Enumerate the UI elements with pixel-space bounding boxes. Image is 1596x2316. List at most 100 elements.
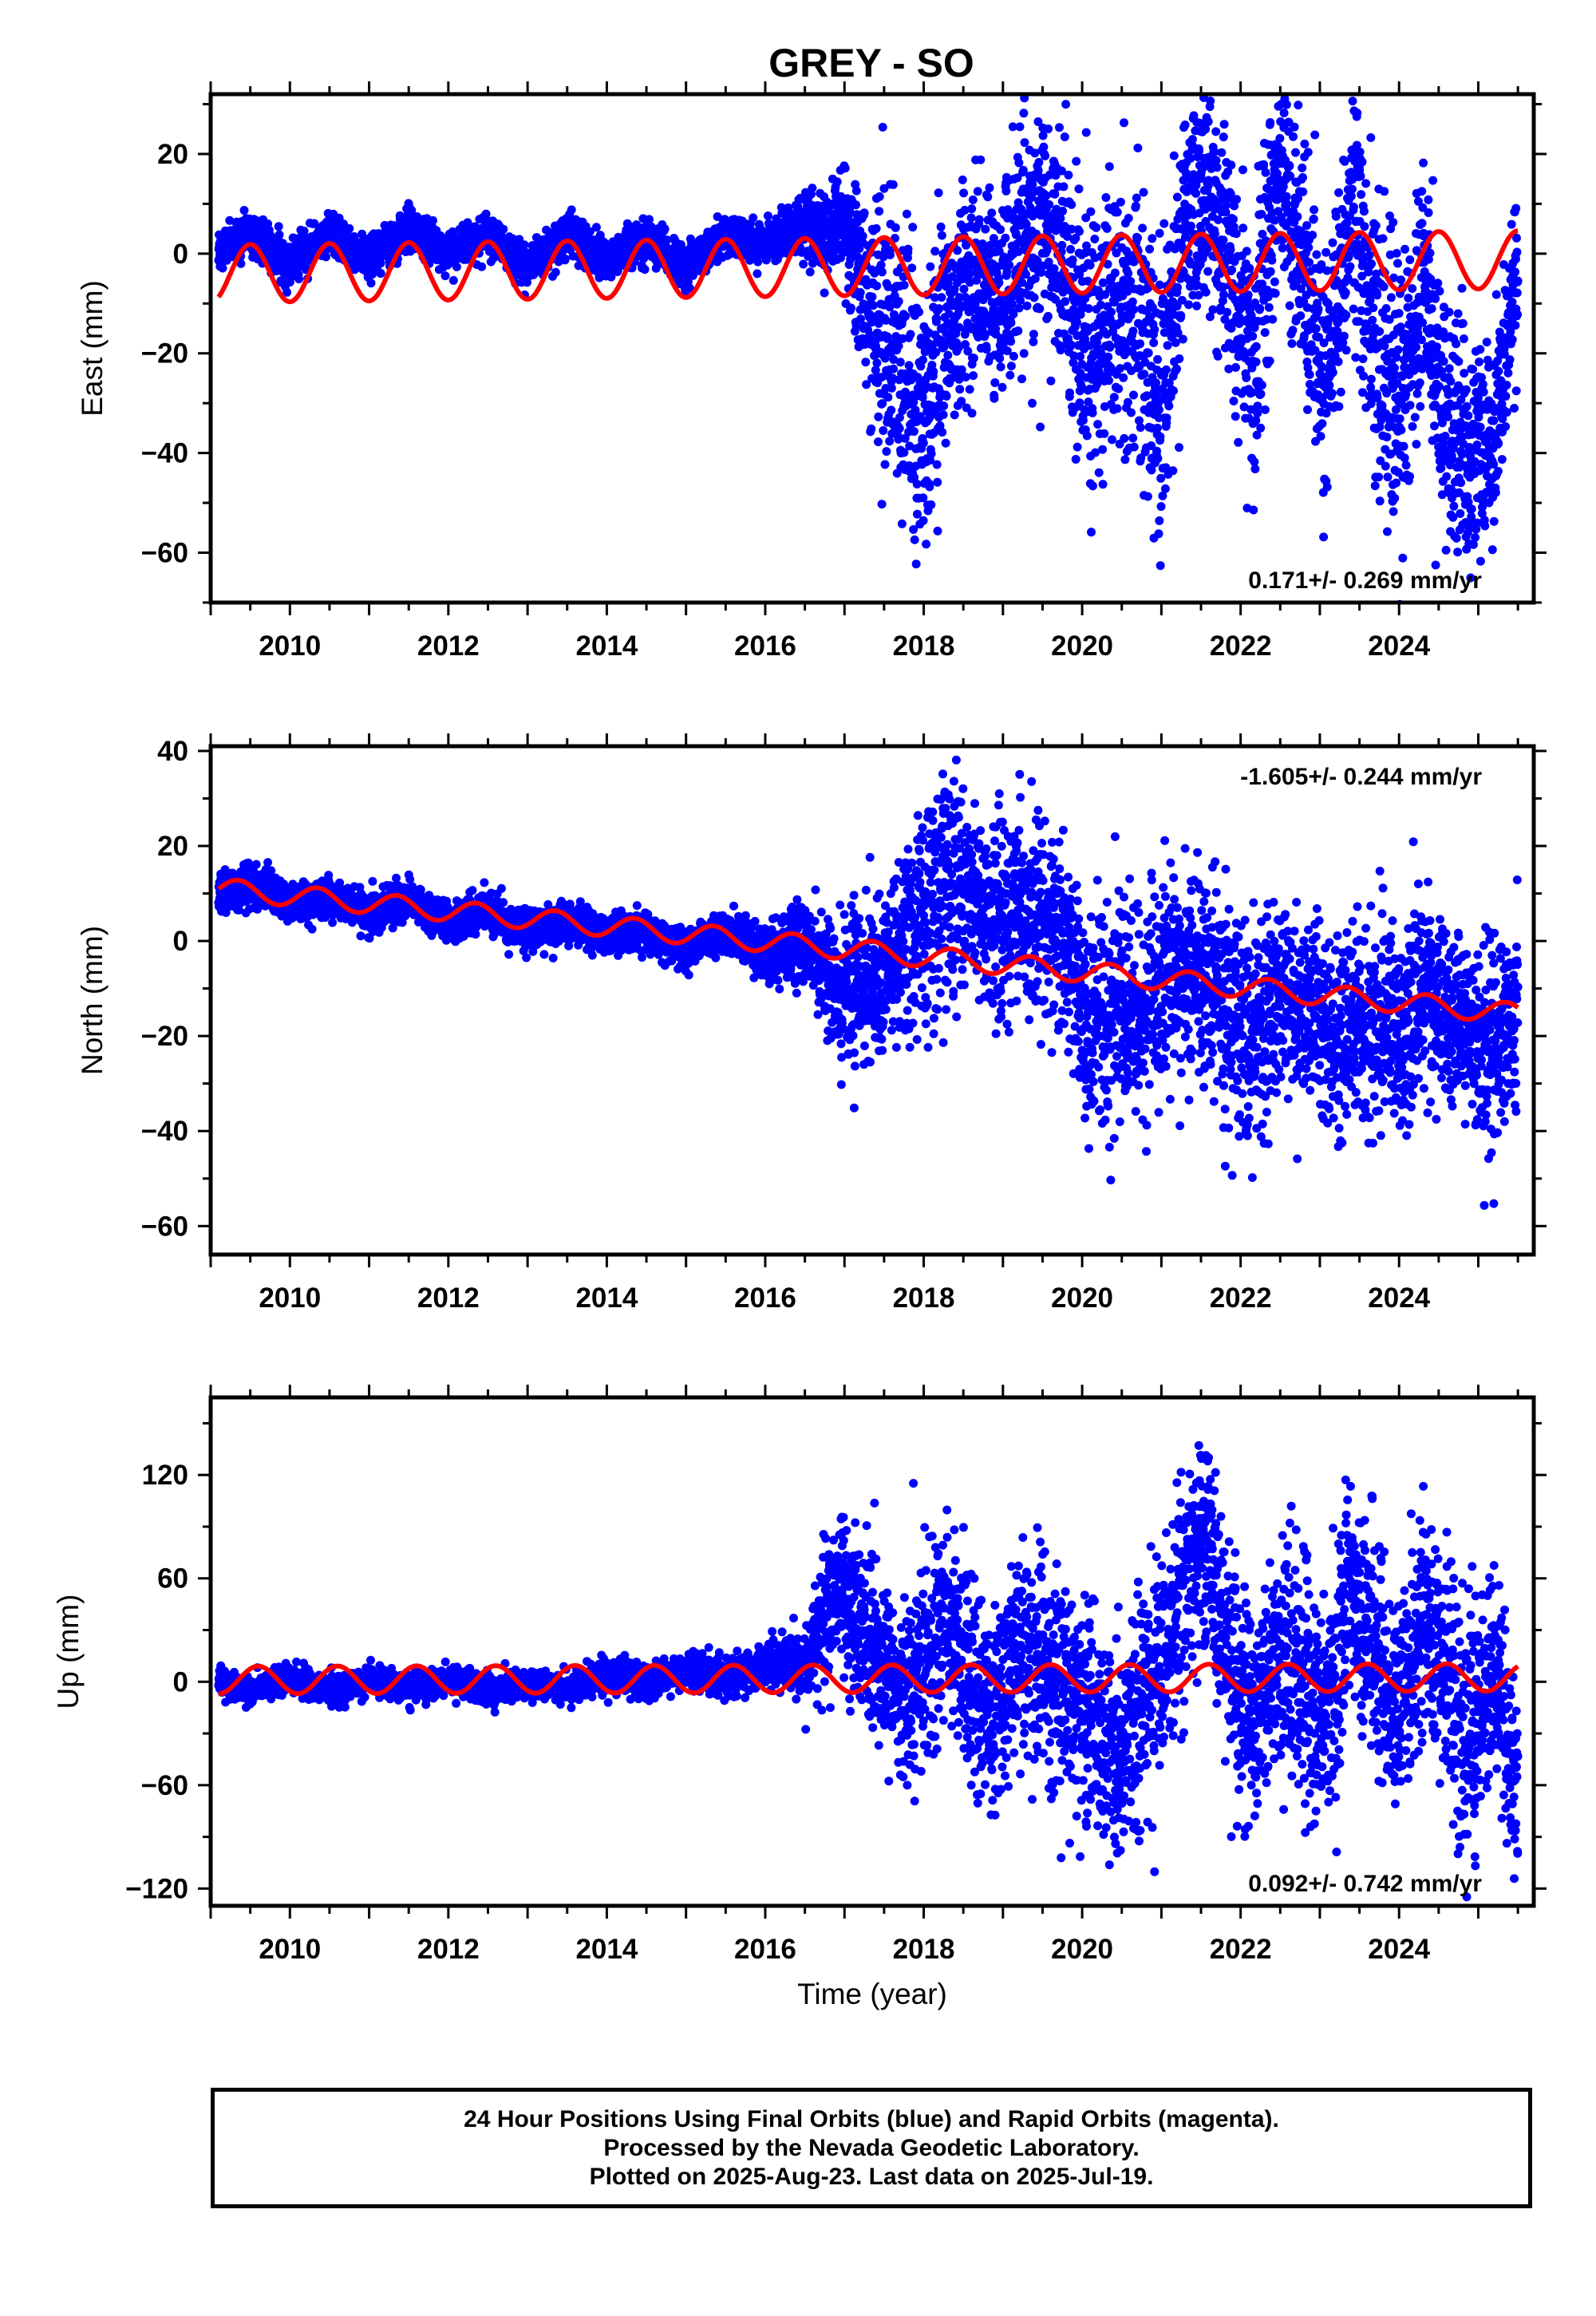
east-data-point xyxy=(969,354,978,363)
east-data-point xyxy=(1100,429,1109,438)
east-data-point xyxy=(877,500,887,509)
east-data-point xyxy=(1264,302,1274,312)
east-data-point xyxy=(1133,143,1143,152)
east-data-point xyxy=(282,287,292,297)
east-data-point xyxy=(966,213,976,223)
east-data-point xyxy=(867,292,877,302)
east-data-point xyxy=(973,187,982,196)
east-data-point xyxy=(1250,464,1260,474)
east-data-point xyxy=(911,559,921,569)
east-data-point xyxy=(1150,325,1159,334)
east-data-point xyxy=(1061,297,1070,306)
east-data-point xyxy=(998,382,1007,392)
east-data-point xyxy=(1088,481,1097,491)
east-data-point xyxy=(879,426,888,435)
east-data-point xyxy=(1041,151,1050,160)
east-data-point xyxy=(1219,120,1229,129)
east-data-point xyxy=(926,262,935,271)
east-data-point xyxy=(1153,454,1163,463)
east-data-point xyxy=(1253,401,1262,411)
east-data-point xyxy=(959,188,969,198)
east-data-point xyxy=(1238,223,1248,233)
east-data-point xyxy=(1104,162,1114,172)
east-data-point xyxy=(1176,310,1186,320)
east-data-point xyxy=(1014,303,1024,313)
east-data-point xyxy=(376,269,385,279)
east-data-point xyxy=(1187,221,1195,231)
east-data-point xyxy=(1029,330,1038,339)
east-data-point xyxy=(883,393,893,402)
east-data-point xyxy=(1195,146,1203,156)
east-data-point xyxy=(974,215,984,224)
east-data-point xyxy=(983,192,993,202)
east-data-point xyxy=(1294,101,1303,110)
east-data-point xyxy=(660,224,670,234)
east-data-point xyxy=(236,259,246,268)
east-data-point xyxy=(376,259,385,268)
east-data-point xyxy=(1148,234,1157,243)
east-data-point xyxy=(887,383,896,393)
east-data-point xyxy=(859,208,869,218)
east-data-point xyxy=(1082,431,1092,441)
east-data-point xyxy=(1245,263,1254,273)
east-data-point xyxy=(967,409,977,418)
east-data-point xyxy=(1206,97,1215,105)
east-data-point xyxy=(1055,123,1064,132)
east-data-point xyxy=(990,378,1000,387)
east-data-point xyxy=(275,230,284,239)
east-data-point xyxy=(1013,326,1023,336)
east-data-point xyxy=(1065,388,1074,397)
east-data-point xyxy=(1107,307,1116,317)
east-data-point xyxy=(1270,289,1280,298)
east-data-point xyxy=(1234,437,1243,447)
east-data-point xyxy=(1078,416,1088,425)
east-data-point xyxy=(299,226,309,235)
east-data-point xyxy=(1159,219,1169,228)
east-data-point xyxy=(1098,445,1108,454)
east-data-point xyxy=(551,267,560,277)
east-data-point xyxy=(1120,118,1128,128)
east-data-point xyxy=(1219,132,1228,142)
east-data-point xyxy=(994,278,1004,287)
east-data-point xyxy=(1094,468,1104,477)
east-data-point xyxy=(1014,158,1024,168)
east-data-point xyxy=(1020,138,1029,148)
east-data-point xyxy=(934,188,943,198)
east-data-point xyxy=(1084,304,1093,314)
east-data-point xyxy=(1071,455,1080,464)
east-data-point xyxy=(1093,420,1103,429)
east-data-point xyxy=(1211,127,1221,136)
east-data-point xyxy=(840,164,850,173)
east-data-point xyxy=(878,122,887,132)
east-data-point xyxy=(1072,156,1081,166)
east-data-point xyxy=(930,247,940,256)
east-data-point xyxy=(942,392,951,401)
east-data-point xyxy=(749,213,758,223)
east-data-point xyxy=(1249,505,1258,515)
east-data-point xyxy=(1037,83,1045,92)
east-data-point xyxy=(979,306,989,316)
east-data-point xyxy=(987,208,997,218)
east-data-point xyxy=(851,200,860,210)
east-data-point xyxy=(1059,182,1069,192)
east-data-point xyxy=(1155,516,1164,525)
east-data-point xyxy=(1006,362,1016,371)
east-data-point xyxy=(899,280,909,290)
east-data-point xyxy=(943,350,953,360)
east-data-point xyxy=(1172,364,1181,373)
east-data-point xyxy=(1265,356,1274,366)
east-data-point xyxy=(1074,184,1084,194)
east-data-point xyxy=(886,250,895,259)
east-data-point xyxy=(1180,121,1190,129)
east-data-point xyxy=(1132,193,1141,203)
east-data-point xyxy=(591,223,601,232)
east-data-point xyxy=(1081,128,1091,137)
east-data-point xyxy=(901,311,911,321)
east-data-point xyxy=(955,385,965,394)
east-data-point xyxy=(903,244,913,254)
east-data-point xyxy=(1172,192,1182,202)
east-data-point xyxy=(1259,160,1268,169)
east-data-point xyxy=(1139,188,1148,197)
east-data-point xyxy=(1039,59,1048,68)
east-data-point xyxy=(885,437,895,446)
